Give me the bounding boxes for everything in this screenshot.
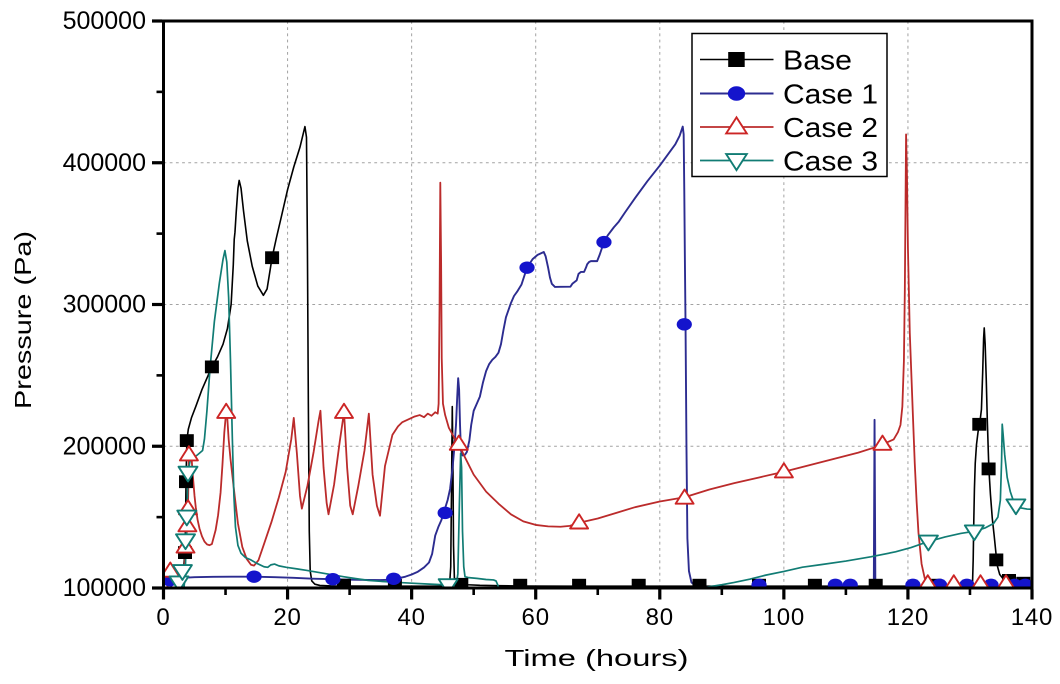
svg-text:Base: Base: [783, 45, 852, 76]
svg-text:Case 1: Case 1: [783, 79, 878, 110]
svg-text:500000: 500000: [63, 7, 146, 35]
svg-text:400000: 400000: [63, 149, 146, 177]
svg-text:60: 60: [522, 604, 550, 631]
svg-text:0: 0: [156, 604, 170, 631]
svg-text:300000: 300000: [63, 291, 146, 319]
svg-text:40: 40: [397, 604, 425, 631]
svg-text:20: 20: [273, 604, 301, 631]
svg-text:140: 140: [1011, 604, 1053, 631]
svg-text:100000: 100000: [63, 574, 146, 602]
svg-text:Case 2: Case 2: [783, 112, 878, 143]
svg-text:Pressure (Pa): Pressure (Pa): [10, 231, 36, 409]
svg-text:200000: 200000: [63, 432, 146, 460]
svg-text:120: 120: [887, 604, 929, 631]
svg-text:80: 80: [646, 604, 674, 631]
svg-text:Time (hours): Time (hours): [505, 645, 689, 671]
svg-text:100: 100: [763, 604, 805, 631]
svg-text:Case 3: Case 3: [783, 146, 878, 177]
